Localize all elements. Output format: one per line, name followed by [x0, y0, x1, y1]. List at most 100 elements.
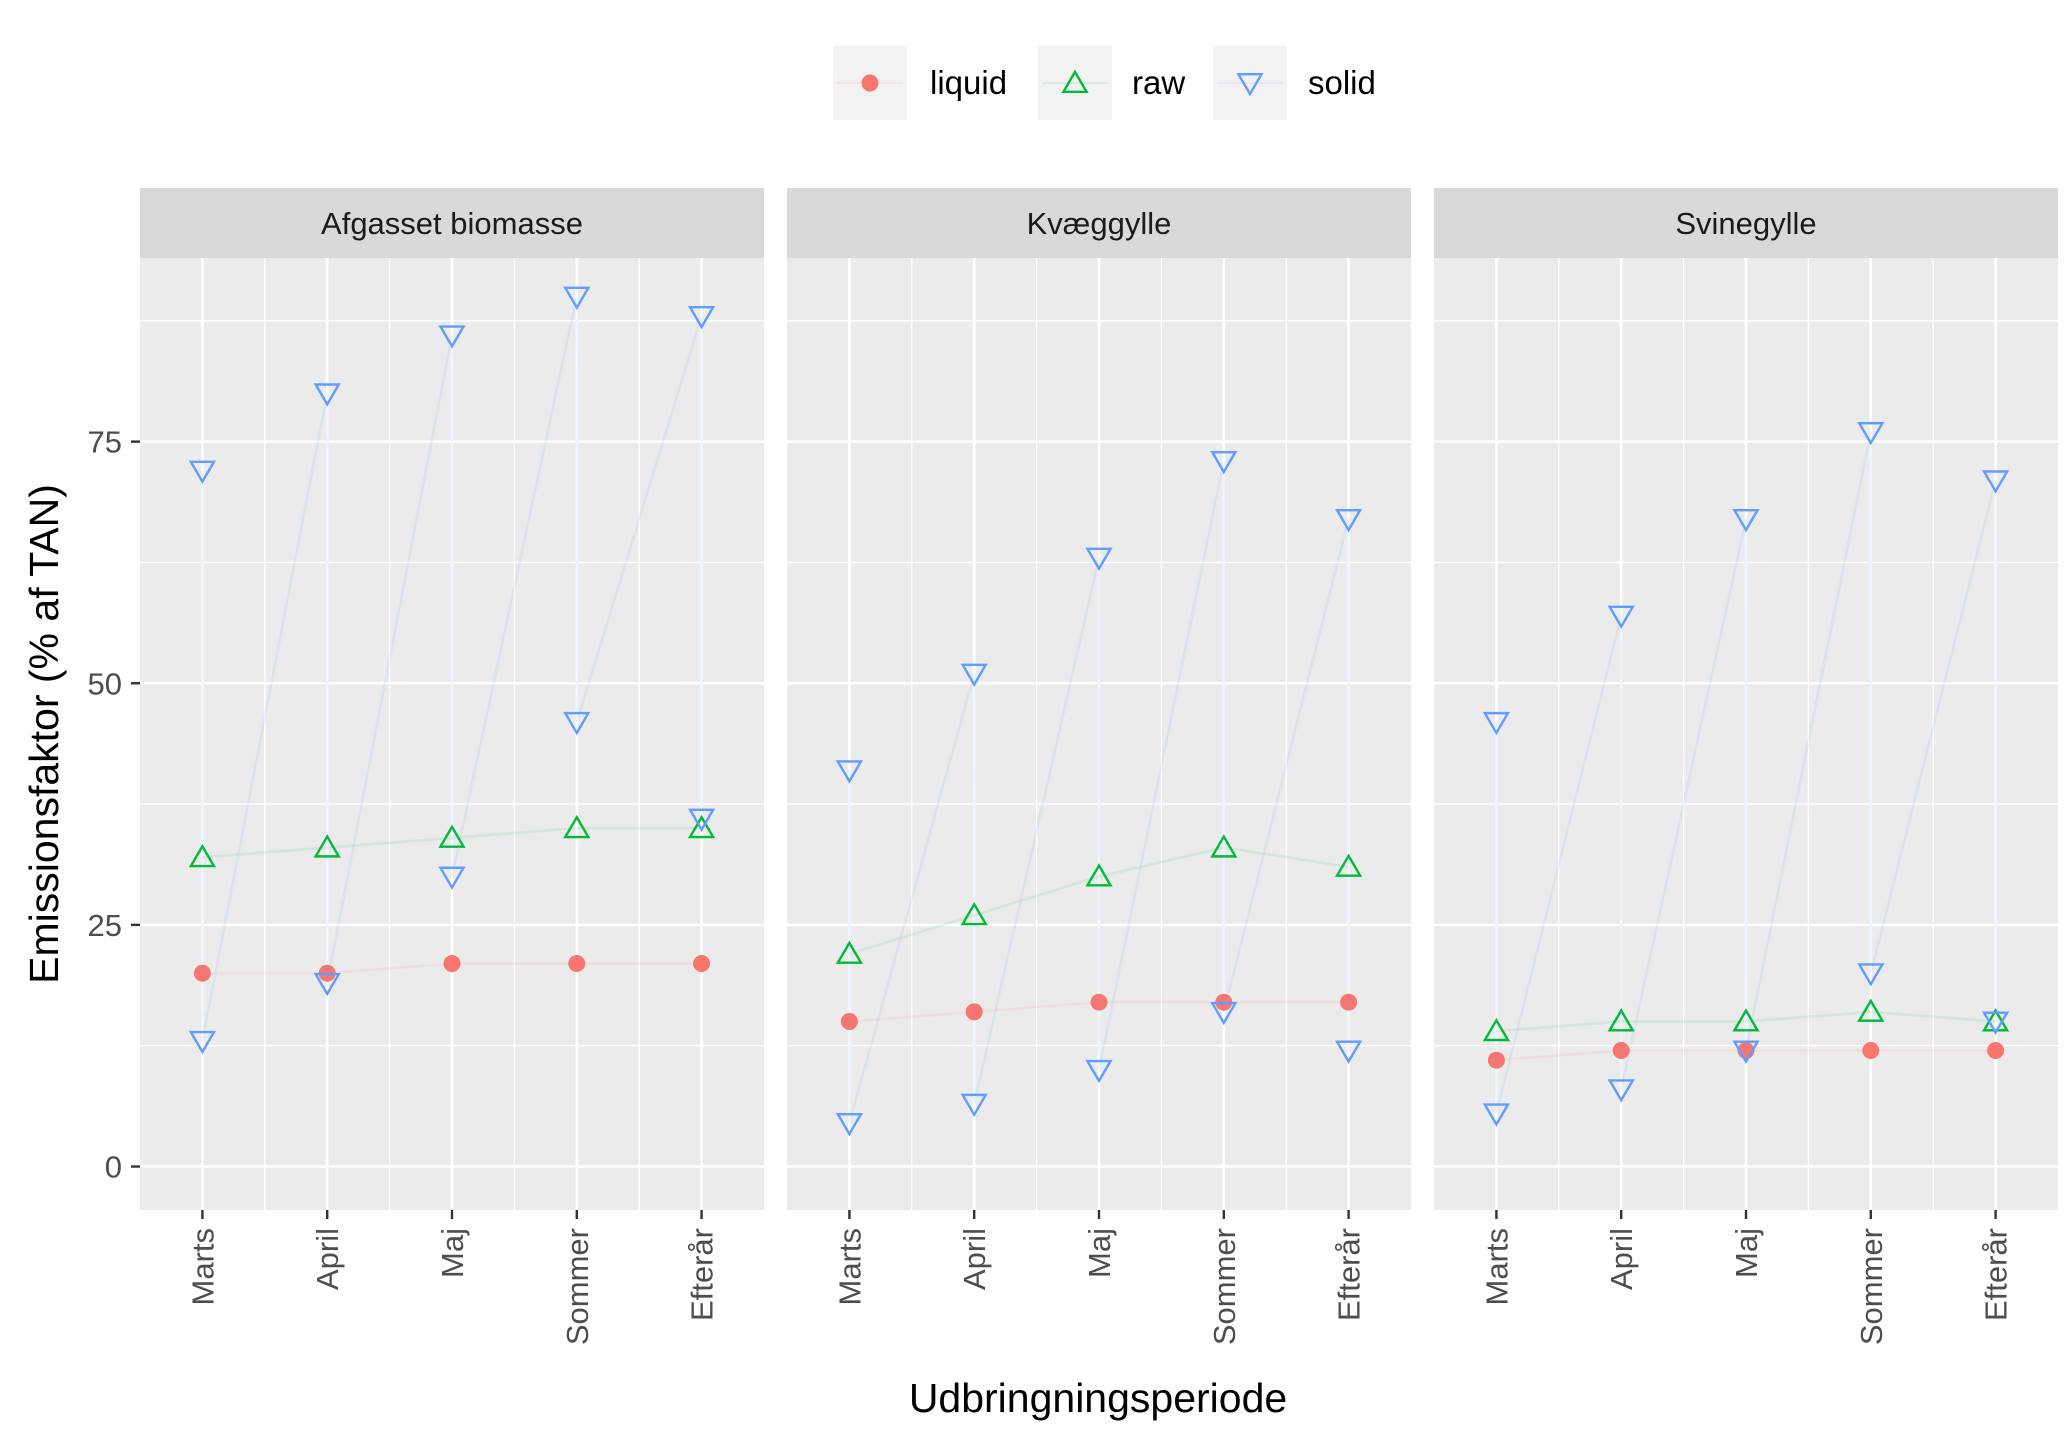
data-point-raw [960, 901, 988, 926]
y-axis: 0 25 50 75 [88, 425, 140, 1185]
data-point-solid [1981, 470, 2010, 494]
x-tick-label: Efterår [685, 1228, 720, 1321]
data-point-liquid [1862, 1042, 1880, 1060]
series-line-raw [1496, 1010, 1996, 1033]
data-point-solid [563, 711, 591, 736]
x-tick-label: Efterår [1332, 1228, 1367, 1321]
data-point-raw [687, 814, 716, 839]
y-axis-title: Emissionsfaktor (% af TAN) [21, 484, 67, 984]
data-point-raw [1210, 834, 1238, 858]
series-line-solid [201, 296, 703, 1042]
series-line-solid [848, 460, 1350, 1124]
legend-label-raw: raw [1132, 64, 1185, 101]
facet-title: Afgasset biomasse [321, 206, 583, 241]
legend-key-solid [1213, 46, 1287, 120]
data-point-solid [438, 866, 466, 890]
data-point-solid [687, 305, 716, 330]
legend-item-raw: raw [1038, 46, 1185, 120]
x-tick-label: Efterår [1979, 1228, 2014, 1321]
data-point-solid [1085, 1059, 1113, 1084]
series-line-raw [849, 846, 1349, 956]
x-tick-label: Sommer [1207, 1228, 1242, 1345]
y-tick-label: 75 [88, 425, 122, 460]
data-point-solid [313, 383, 341, 407]
facet-strip [787, 188, 1411, 258]
legend-marker-raw [1061, 69, 1089, 94]
x-tick-label: Marts [1479, 1228, 1514, 1306]
x-tick-label: Maj [1082, 1228, 1117, 1278]
data-point-solid [1981, 1011, 2010, 1035]
series-line-raw [202, 826, 702, 859]
panel-svinegylle: Svinegylle Marts April Maj Sommer Efterår [1434, 188, 2058, 1345]
data-point-liquid [1487, 1051, 1505, 1069]
legend: liquid raw solid [833, 46, 1376, 120]
data-point-liquid [1987, 1042, 2005, 1060]
data-point-raw [1607, 1008, 1635, 1032]
legend-label-liquid: liquid [930, 64, 1007, 101]
legend-key-raw [1038, 46, 1112, 120]
x-tick-label: Sommer [560, 1228, 595, 1345]
data-point-solid [1607, 605, 1635, 629]
data-point-solid [1732, 1040, 1760, 1064]
legend-item-liquid: liquid [833, 46, 1007, 120]
data-point-raw [1085, 863, 1113, 887]
series-line-solid [1495, 431, 1997, 1114]
x-tick-label: April [1604, 1228, 1639, 1290]
data-point-solid [960, 1093, 988, 1118]
panel-kv-ggylle: Kvæggylle Marts April Maj Sommer Efterår [787, 188, 1411, 1345]
data-point-raw [1857, 998, 1885, 1022]
x-tick-label: April [957, 1228, 992, 1290]
data-point-solid [1334, 508, 1363, 533]
y-tick-label: 0 [105, 1150, 122, 1185]
legend-marker-liquid [861, 74, 879, 92]
data-point-solid [960, 663, 988, 687]
data-point-solid [1607, 1079, 1635, 1103]
x-tick-label: Maj [1729, 1228, 1764, 1278]
data-point-liquid [1090, 993, 1108, 1011]
y-tick-label: 25 [88, 908, 122, 943]
data-point-solid [1732, 508, 1760, 533]
x-tick-label: April [310, 1228, 345, 1290]
x-tick-label: Sommer [1854, 1228, 1889, 1345]
data-point-solid [438, 325, 466, 349]
legend-marker-solid [1236, 72, 1264, 97]
data-point-raw [1732, 1008, 1760, 1032]
data-point-solid [1482, 1103, 1511, 1127]
data-point-liquid [1340, 993, 1358, 1011]
data-point-raw [835, 940, 864, 964]
data-point-solid [1482, 711, 1511, 736]
x-axis-title: Udbringningsperiode [909, 1375, 1287, 1421]
data-point-raw [1334, 853, 1363, 877]
data-point-raw [313, 834, 341, 858]
data-point-solid [313, 972, 341, 997]
data-point-solid [188, 1030, 217, 1055]
data-point-raw [1482, 1017, 1511, 1042]
data-point-solid [188, 460, 217, 485]
data-point-solid [1857, 963, 1885, 987]
data-point-liquid [693, 955, 711, 973]
data-point-liquid [965, 1003, 983, 1021]
data-point-solid [687, 808, 716, 832]
facet-strip [140, 188, 764, 258]
data-point-solid [1334, 1040, 1363, 1064]
x-tick-label: Marts [185, 1228, 220, 1306]
facet-title: Svinegylle [1675, 206, 1816, 241]
y-tick-label: 50 [88, 666, 122, 701]
data-point-solid [835, 760, 864, 784]
data-point-solid [563, 286, 591, 311]
data-point-liquid [1612, 1042, 1630, 1060]
legend-label-solid: solid [1308, 64, 1376, 101]
data-point-raw [563, 814, 591, 839]
facet-strip [1434, 188, 2058, 258]
data-point-liquid [193, 964, 211, 982]
legend-item-solid: solid [1213, 46, 1376, 120]
data-point-solid [1210, 450, 1238, 475]
data-point-solid [1210, 1001, 1238, 1026]
data-point-solid [1857, 421, 1885, 446]
data-point-liquid [840, 1013, 858, 1031]
data-point-solid [1085, 547, 1113, 571]
panel-afgasset-biomasse: Afgasset biomasse Marts April Maj Sommer Efte… [140, 188, 764, 1345]
x-tick-label: Maj [435, 1228, 470, 1278]
data-point-raw [438, 824, 466, 848]
